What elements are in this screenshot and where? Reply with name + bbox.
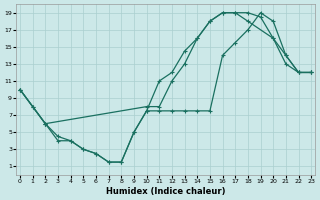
- X-axis label: Humidex (Indice chaleur): Humidex (Indice chaleur): [106, 187, 225, 196]
